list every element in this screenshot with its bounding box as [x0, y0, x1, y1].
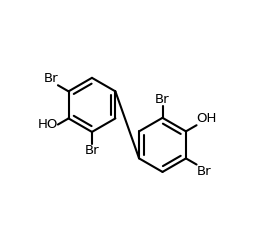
Text: OH: OH — [197, 112, 217, 125]
Text: Br: Br — [155, 93, 170, 106]
Text: Br: Br — [43, 72, 58, 85]
Text: Br: Br — [197, 164, 211, 178]
Text: Br: Br — [85, 144, 99, 157]
Text: HO: HO — [38, 118, 58, 131]
